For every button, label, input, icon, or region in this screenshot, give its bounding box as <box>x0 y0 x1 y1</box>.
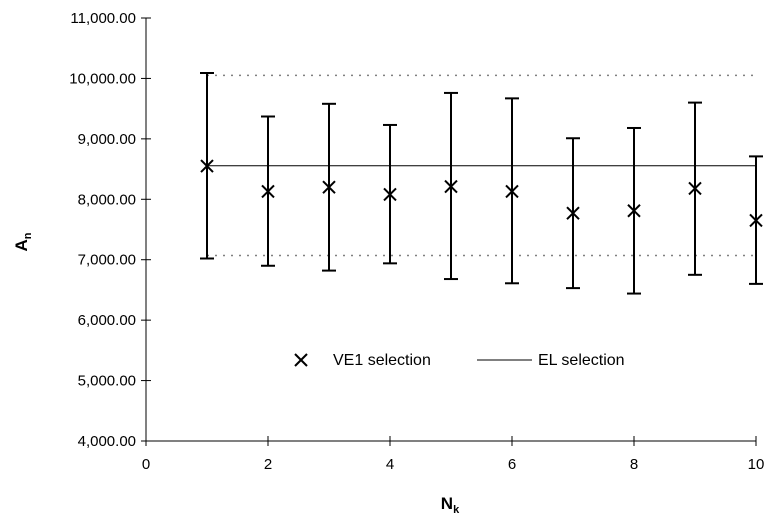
ve1-marker-stroke <box>688 181 702 196</box>
ve1-marker-stroke <box>383 187 397 202</box>
ve1-marker-stroke <box>200 159 214 173</box>
x-tick-label: 2 <box>264 456 272 473</box>
reference-lines <box>207 74 756 257</box>
ve1-marker-stroke <box>261 184 275 199</box>
x-tick-label: 6 <box>508 456 516 473</box>
x-axis-title: Nk <box>441 494 460 516</box>
y-tick-label: 9,000.00 <box>78 131 136 148</box>
ve1-marker-stroke <box>322 180 336 194</box>
ve1-marker-stroke <box>627 204 641 218</box>
x-tick-label: 0 <box>142 456 150 473</box>
y-tick-label: 4,000.00 <box>78 433 136 450</box>
y-tick-label: 8,000.00 <box>78 191 136 208</box>
y-axis-title-main: A <box>12 239 31 251</box>
x-tick-label: 8 <box>630 456 638 473</box>
ve1-point <box>566 206 580 220</box>
y-tick-label: 10,000.00 <box>69 70 136 87</box>
ve1-point <box>627 204 641 218</box>
axes: 4,000.00 5,000.00 6,000.00 7,000.00 8,000.00… <box>69 10 764 473</box>
legend-x-icon <box>294 353 308 367</box>
ve1-point <box>444 179 458 194</box>
ve1-point <box>505 184 519 199</box>
ve1-point <box>200 159 214 173</box>
ve1-marker-stroke <box>749 213 763 228</box>
ve1-point <box>261 184 275 199</box>
y-tick-label: 6,000.00 <box>78 312 136 329</box>
ve1-marker-stroke <box>505 184 519 199</box>
y-axis-title: An <box>12 232 34 251</box>
legend-label-el: EL selection <box>538 352 625 369</box>
x-tick-label: 4 <box>386 456 394 473</box>
ve1-point <box>322 180 336 194</box>
ve1-point <box>688 181 702 196</box>
y-tick-label: 11,000.00 <box>70 10 136 27</box>
x-axis-title-sub: k <box>453 504 460 516</box>
x-tick-label: 10 <box>748 456 765 473</box>
y-tick-label: 5,000.00 <box>78 373 136 390</box>
ve1-selection-series <box>200 71 763 295</box>
legend-marker-ve1 <box>294 353 308 367</box>
y-tick-label: 7,000.00 <box>78 252 136 269</box>
ve1-marker-stroke <box>444 179 458 194</box>
ve1-marker-stroke <box>566 206 580 220</box>
x-axis-title-main: N <box>441 494 453 513</box>
ve1-point <box>749 213 763 228</box>
legend-label-ve1: VE1 selection <box>333 352 431 369</box>
ve1-point <box>383 187 397 202</box>
y-axis-title-sub: n <box>22 232 34 239</box>
legend: VE1 selection EL selection <box>294 352 625 369</box>
